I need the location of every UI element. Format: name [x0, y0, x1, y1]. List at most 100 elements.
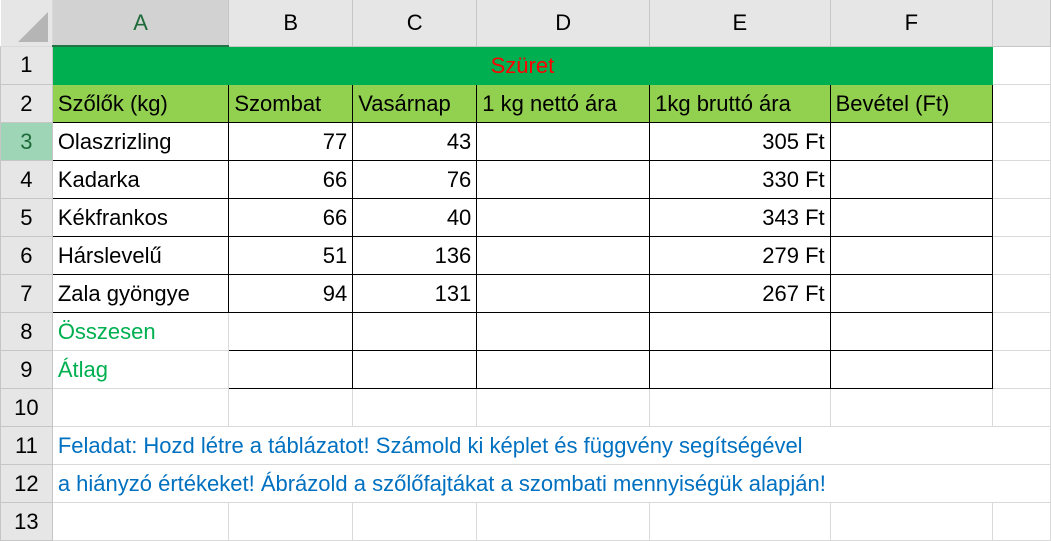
cell[interactable] — [228, 388, 354, 427]
saturday-cell[interactable]: 51 — [228, 236, 354, 275]
net-price-cell[interactable] — [476, 236, 651, 275]
cell[interactable] — [476, 502, 651, 541]
row-header-13[interactable]: 13 — [0, 502, 53, 541]
name-cell[interactable]: Olaszrizling — [51, 122, 230, 161]
header-cell[interactable]: 1 kg nettó ára — [476, 84, 651, 123]
average-label-cell[interactable]: Átlag — [51, 350, 230, 389]
cell[interactable] — [352, 388, 478, 427]
name-cell[interactable]: Hárslevelű — [51, 236, 230, 275]
cell[interactable] — [991, 312, 1051, 351]
cell[interactable] — [991, 388, 1051, 427]
cell[interactable] — [476, 350, 651, 389]
cell[interactable] — [991, 350, 1051, 389]
gross-price-cell[interactable]: 305 Ft — [649, 122, 831, 161]
gross-price-cell[interactable]: 343 Ft — [649, 198, 831, 237]
header-cell[interactable]: Szőlők (kg) — [51, 84, 230, 123]
sunday-cell[interactable]: 131 — [352, 274, 478, 313]
net-price-cell[interactable] — [476, 198, 651, 237]
cell[interactable] — [352, 502, 478, 541]
column-header-f[interactable]: F — [829, 0, 993, 47]
net-price-cell[interactable] — [476, 122, 651, 161]
column-header-g[interactable] — [991, 0, 1051, 47]
row-header-9[interactable]: 9 — [0, 350, 53, 389]
sunday-cell[interactable]: 136 — [352, 236, 478, 275]
cell[interactable] — [352, 350, 478, 389]
row-header-7[interactable]: 7 — [0, 274, 53, 313]
cell[interactable] — [991, 502, 1051, 541]
revenue-cell[interactable] — [829, 236, 993, 275]
cell[interactable] — [476, 312, 651, 351]
column-header-e[interactable]: E — [649, 0, 831, 47]
task-text-line-2[interactable]: a hiányzó értékeket! Ábrázold a szőlőfaj… — [51, 464, 1051, 503]
row-header-8[interactable]: 8 — [0, 312, 53, 351]
sunday-cell[interactable]: 43 — [352, 122, 478, 161]
cell[interactable] — [649, 350, 831, 389]
cell[interactable] — [991, 160, 1051, 199]
row-header-6[interactable]: 6 — [0, 236, 53, 275]
row-header-1[interactable]: 1 — [0, 45, 53, 85]
cell[interactable] — [228, 502, 354, 541]
title-cell[interactable]: Szüret — [51, 45, 993, 85]
table-row: 4 Kadarka 66 76 330 Ft — [0, 160, 1051, 199]
task-text-line-1[interactable]: Feladat: Hozd létre a táblázatot! Számol… — [51, 426, 1051, 465]
sunday-cell[interactable]: 40 — [352, 198, 478, 237]
column-header-c[interactable]: C — [352, 0, 478, 47]
cell[interactable] — [991, 45, 1051, 85]
row-header-4[interactable]: 4 — [0, 160, 53, 199]
name-cell[interactable]: Kadarka — [51, 160, 230, 199]
saturday-cell[interactable]: 94 — [228, 274, 354, 313]
total-label-cell[interactable]: Összesen — [51, 312, 230, 351]
cell[interactable] — [991, 198, 1051, 237]
name-cell[interactable]: Kékfrankos — [51, 198, 230, 237]
cell[interactable] — [228, 350, 354, 389]
column-header-b[interactable]: B — [228, 0, 354, 47]
row-header-5[interactable]: 5 — [0, 198, 53, 237]
cell[interactable] — [51, 388, 230, 427]
table-row: 7 Zala gyöngye 94 131 267 Ft — [0, 274, 1051, 313]
cell[interactable] — [829, 350, 993, 389]
row-header-2[interactable]: 2 — [0, 84, 53, 123]
saturday-cell[interactable]: 77 — [228, 122, 354, 161]
row-header-3[interactable]: 3 — [0, 122, 53, 161]
net-price-cell[interactable] — [476, 274, 651, 313]
cell[interactable] — [649, 502, 831, 541]
revenue-cell[interactable] — [829, 198, 993, 237]
gross-price-cell[interactable]: 279 Ft — [649, 236, 831, 275]
cell[interactable] — [829, 388, 993, 427]
cell[interactable] — [991, 122, 1051, 161]
cell[interactable] — [829, 312, 993, 351]
cell[interactable] — [991, 236, 1051, 275]
saturday-cell[interactable]: 66 — [228, 198, 354, 237]
cell[interactable] — [649, 312, 831, 351]
table-row: 5 Kékfrankos 66 40 343 Ft — [0, 198, 1051, 237]
revenue-cell[interactable] — [829, 274, 993, 313]
cell[interactable] — [228, 312, 354, 351]
cell[interactable] — [352, 312, 478, 351]
cell[interactable] — [829, 502, 993, 541]
cell[interactable] — [991, 274, 1051, 313]
select-all-button[interactable] — [0, 0, 53, 47]
cell[interactable] — [649, 388, 831, 427]
header-cell[interactable]: Bevétel (Ft) — [829, 84, 993, 123]
revenue-cell[interactable] — [829, 122, 993, 161]
net-price-cell[interactable] — [476, 160, 651, 199]
header-cell[interactable]: Szombat — [228, 84, 354, 123]
select-all-triangle-icon — [17, 11, 48, 42]
saturday-cell[interactable]: 66 — [228, 160, 354, 199]
name-cell[interactable]: Zala gyöngye — [51, 274, 230, 313]
sunday-cell[interactable]: 76 — [352, 160, 478, 199]
row-header-10[interactable]: 10 — [0, 388, 53, 427]
column-header-d[interactable]: D — [476, 0, 651, 47]
cell[interactable] — [476, 388, 651, 427]
row-header-11[interactable]: 11 — [0, 426, 53, 465]
cell[interactable] — [991, 84, 1051, 123]
header-cell[interactable]: 1kg bruttó ára — [649, 84, 831, 123]
gross-price-cell[interactable]: 267 Ft — [649, 274, 831, 313]
gross-price-cell[interactable]: 330 Ft — [649, 160, 831, 199]
row-header-12[interactable]: 12 — [0, 464, 53, 503]
header-cell[interactable]: Vasárnap — [352, 84, 478, 123]
revenue-cell[interactable] — [829, 160, 993, 199]
cell[interactable] — [51, 502, 230, 541]
table-row: 3 Olaszrizling 77 43 305 Ft — [0, 122, 1051, 161]
column-header-a[interactable]: A — [51, 0, 230, 47]
